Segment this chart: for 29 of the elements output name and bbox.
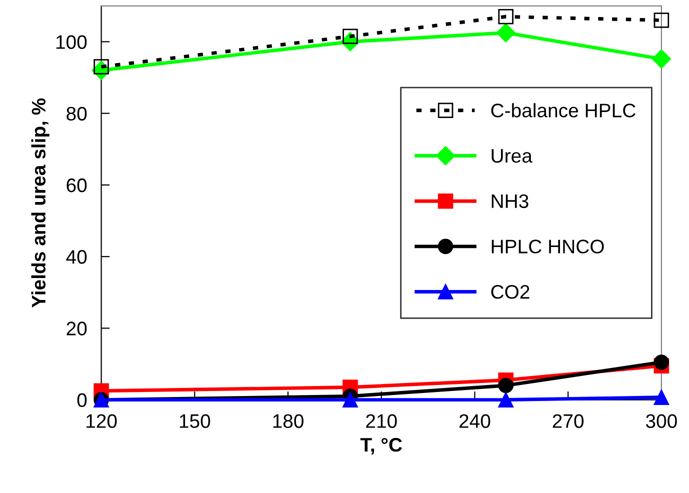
- x-tick-label: 210: [366, 414, 397, 428]
- x-tick-label: 180: [273, 414, 304, 428]
- x-axis-title: T, °C: [360, 438, 402, 454]
- point: [498, 392, 514, 408]
- x-tick-label: 150: [180, 414, 210, 428]
- point: [342, 392, 358, 408]
- x-tick-label: 240: [459, 414, 490, 428]
- point: [496, 23, 516, 42]
- y-tick-label: 40: [66, 250, 87, 264]
- legend-label: NH3: [492, 194, 528, 208]
- legend-label: Urea: [492, 149, 532, 163]
- legend-label: C-balance HPLC: [491, 103, 636, 118]
- point: [654, 390, 670, 405]
- legend-label: HPLC HNCO: [492, 240, 604, 254]
- point: [652, 49, 671, 68]
- point: [654, 12, 670, 28]
- point: [654, 354, 670, 370]
- x-tick-label: 270: [552, 414, 584, 428]
- y-tick-label: 60: [66, 178, 87, 192]
- x-tick-label: 120: [86, 414, 117, 428]
- point: [498, 378, 514, 394]
- y-axis-title: Yields and urea slip, %: [31, 98, 50, 308]
- y-tick-label: 0: [77, 393, 87, 408]
- y-tick-label: 100: [56, 35, 87, 49]
- y-tick-label: 80: [66, 106, 87, 121]
- point: [498, 9, 514, 24]
- y-tick-label: 20: [66, 322, 87, 336]
- legend-label: CO2: [491, 285, 530, 299]
- x-tick-label: 300: [646, 414, 677, 428]
